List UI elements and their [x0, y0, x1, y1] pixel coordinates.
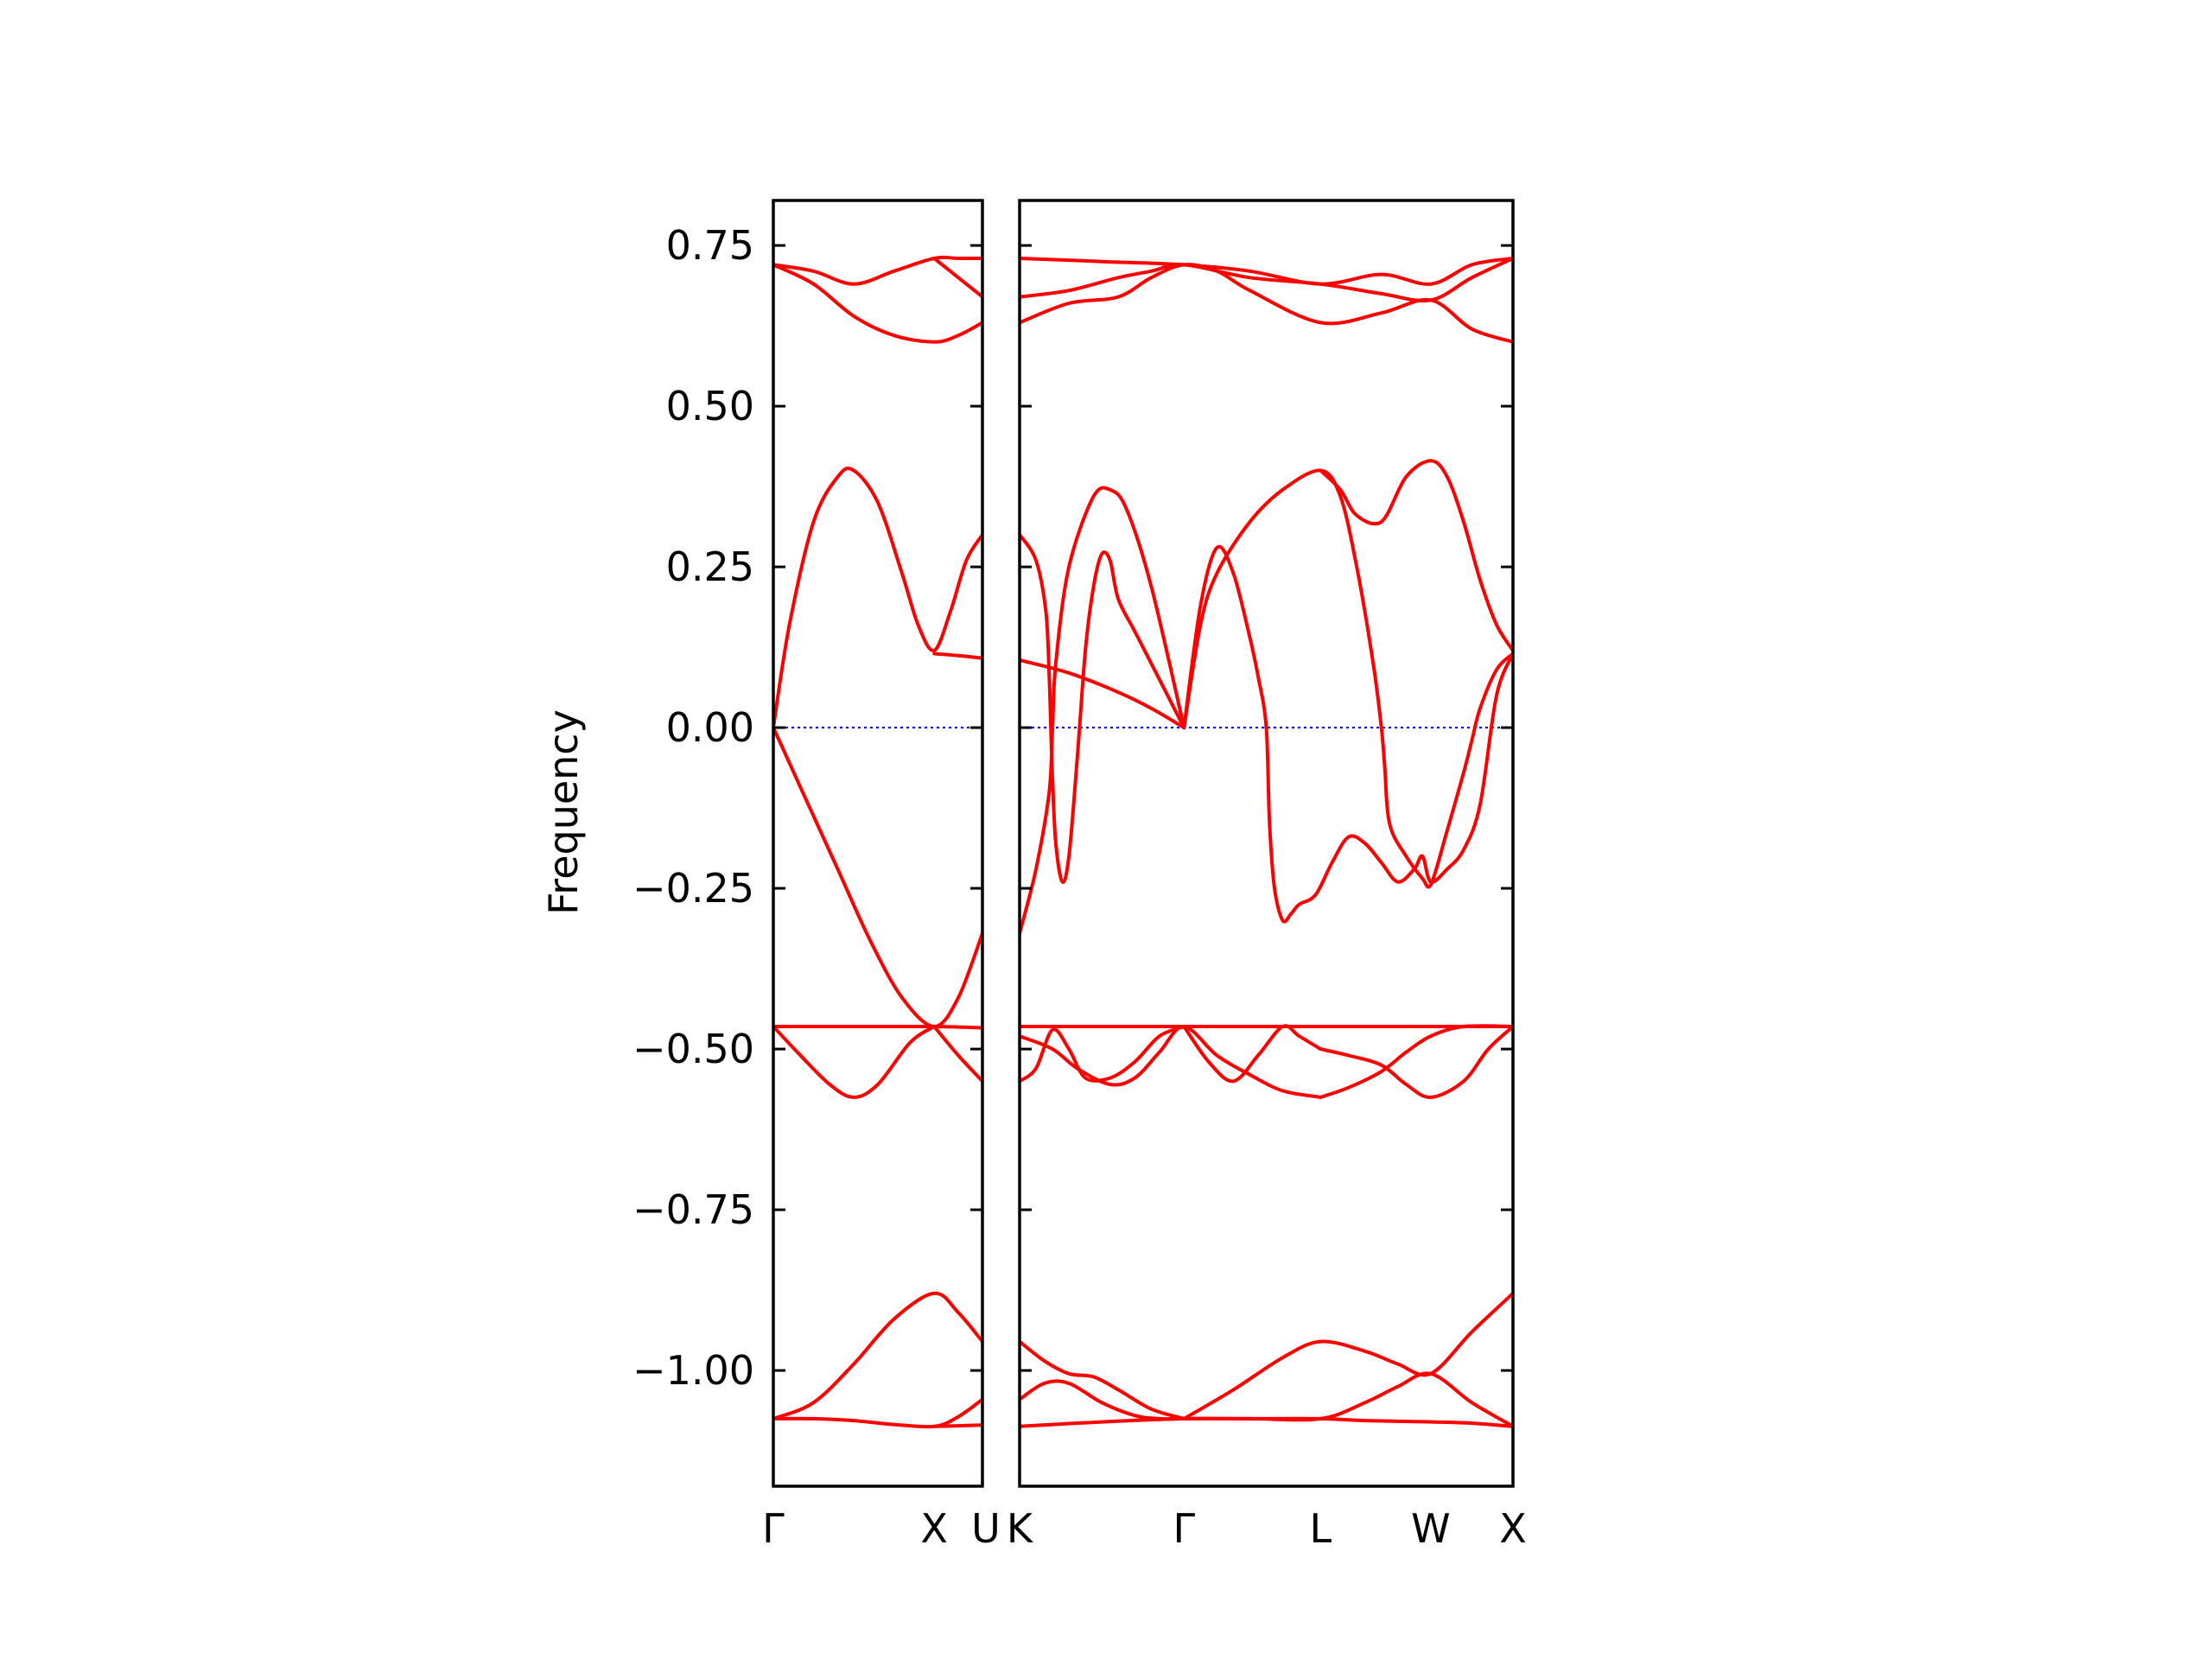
x-tick-label: W	[1411, 1505, 1450, 1552]
panel-frame	[772, 199, 984, 1488]
y-tick-label: 0.75	[666, 222, 754, 269]
y-axis-label: Frequency	[540, 709, 587, 915]
band-line	[1020, 257, 1513, 302]
band-line	[932, 1025, 982, 1084]
band-line	[773, 1397, 982, 1429]
x-tick-label: X	[1499, 1505, 1527, 1552]
x-tick-label: K	[1007, 1505, 1034, 1552]
band-line	[1020, 532, 1053, 730]
band-line	[1020, 1025, 1323, 1099]
band-line	[1182, 468, 1513, 889]
band-line	[773, 1291, 982, 1421]
band-line	[1020, 1025, 1186, 1084]
band-line	[773, 726, 982, 1028]
band-line	[1319, 1024, 1513, 1099]
y-tick-label: −0.75	[632, 1186, 754, 1233]
band-line	[773, 263, 982, 344]
band-line	[773, 1025, 937, 1099]
band-line	[1182, 1024, 1323, 1084]
x-tick-label: Γ	[1173, 1505, 1196, 1552]
band-line	[1182, 544, 1513, 924]
band-line	[1319, 459, 1513, 652]
band-line	[1020, 1339, 1186, 1421]
band-line	[1020, 658, 1186, 730]
band-line	[1182, 1291, 1513, 1421]
y-tick-label: −0.50	[632, 1026, 754, 1072]
x-tick-label: U	[971, 1505, 1001, 1552]
band-group	[773, 255, 982, 1429]
y-tick-label: 0.00	[666, 704, 754, 751]
band-line	[1049, 550, 1186, 885]
x-tick-label: Γ	[762, 1505, 785, 1552]
band-line	[1319, 1025, 1513, 1099]
band-line	[932, 1423, 982, 1428]
band-line	[1020, 1416, 1513, 1428]
panel-frame	[1018, 199, 1515, 1488]
band-line	[932, 257, 982, 299]
y-tick-label: −1.00	[632, 1347, 754, 1394]
band-group	[1020, 257, 1513, 1428]
y-tick-label: 0.50	[666, 383, 754, 429]
panel-gamma-x-u: 0.75 0.50 0.25 0.00 −0.25 −0.50 −0.75 −1.00 Γ X U	[632, 199, 1001, 1552]
x-tick-label: X	[920, 1505, 948, 1552]
y-tick-label: −0.25	[632, 865, 754, 912]
band-line	[1020, 486, 1186, 936]
x-tick-label: L	[1309, 1505, 1332, 1552]
band-line	[932, 652, 982, 660]
y-tick-label: 0.25	[666, 543, 754, 590]
band-line	[773, 1024, 982, 1030]
band-line	[773, 467, 982, 730]
band-line	[773, 255, 982, 286]
